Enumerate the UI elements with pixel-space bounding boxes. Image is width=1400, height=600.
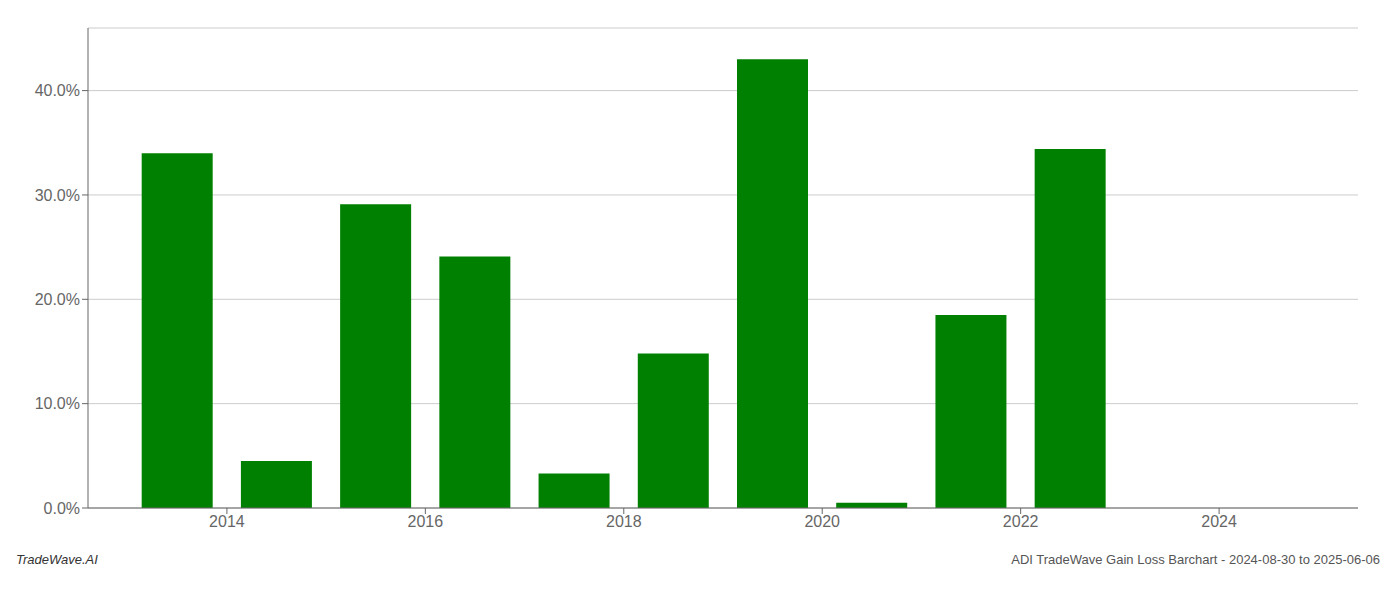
svg-text:10.0%: 10.0% (35, 395, 80, 412)
svg-text:40.0%: 40.0% (35, 82, 80, 99)
svg-text:2024: 2024 (1201, 513, 1237, 530)
svg-text:2022: 2022 (1003, 513, 1039, 530)
svg-text:20.0%: 20.0% (35, 291, 80, 308)
svg-text:2014: 2014 (209, 513, 245, 530)
svg-text:2018: 2018 (606, 513, 642, 530)
svg-text:2016: 2016 (408, 513, 444, 530)
svg-text:0.0%: 0.0% (44, 500, 80, 517)
svg-text:2020: 2020 (804, 513, 840, 530)
html-text:TradeWave.AI: TradeWave.AI (16, 552, 98, 567)
svg-text:30.0%: 30.0% (35, 187, 80, 204)
html-text:ADI TradeWave Gain Loss Barcha: ADI TradeWave Gain Loss Barchart - 2024-… (1011, 552, 1380, 567)
